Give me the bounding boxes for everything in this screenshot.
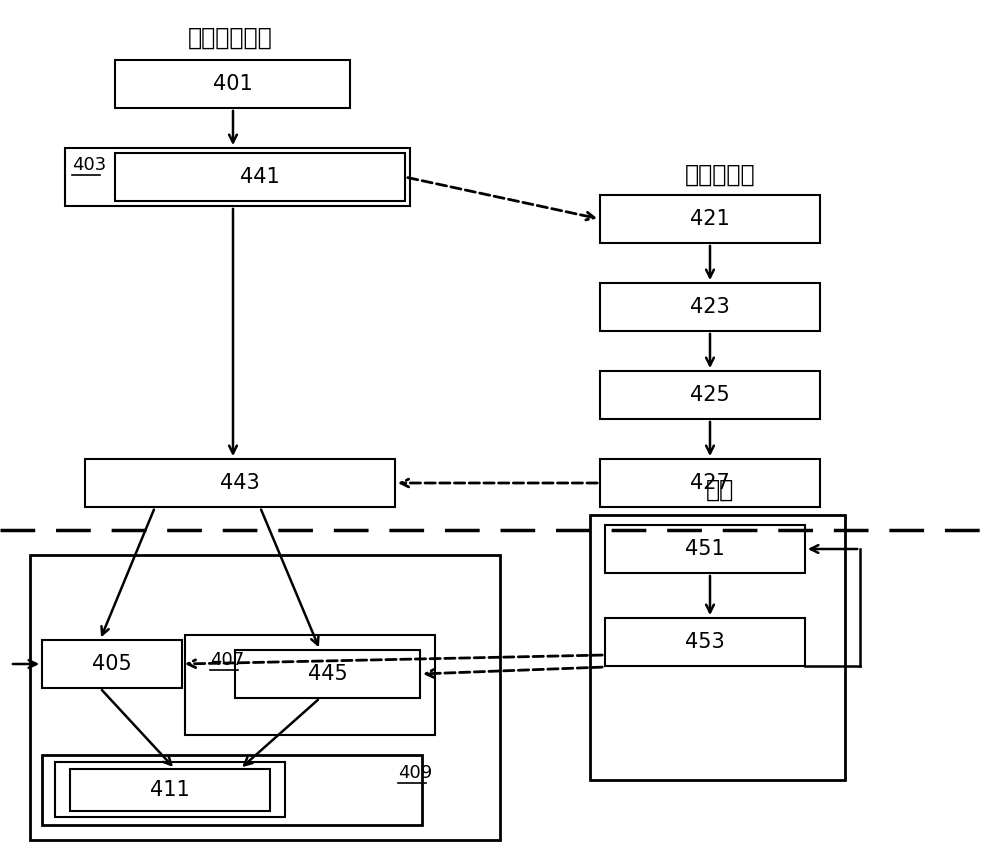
- Bar: [600, 371, 820, 419]
- Bar: [235, 650, 420, 698]
- Bar: [605, 618, 805, 666]
- Bar: [115, 153, 405, 201]
- Bar: [590, 515, 845, 780]
- Text: 443: 443: [220, 473, 260, 493]
- Bar: [65, 148, 410, 206]
- Text: 401: 401: [213, 74, 252, 94]
- Bar: [85, 459, 395, 507]
- Text: 终端用户系统: 终端用户系统: [188, 26, 272, 50]
- Bar: [115, 60, 350, 108]
- Bar: [55, 762, 285, 817]
- Text: 453: 453: [685, 632, 725, 652]
- Text: 445: 445: [308, 664, 347, 684]
- Text: 421: 421: [690, 209, 730, 229]
- Text: 403: 403: [72, 156, 106, 174]
- Bar: [70, 769, 270, 811]
- Text: 451: 451: [685, 539, 725, 559]
- Bar: [605, 525, 805, 573]
- Text: 流建立系统: 流建立系统: [685, 163, 755, 187]
- Bar: [42, 755, 422, 825]
- Text: 425: 425: [690, 385, 730, 405]
- Text: 441: 441: [240, 167, 280, 187]
- Text: 411: 411: [150, 780, 190, 800]
- Text: 423: 423: [690, 297, 730, 317]
- Bar: [30, 555, 500, 840]
- Text: 407: 407: [210, 651, 244, 669]
- Text: 基站: 基站: [706, 478, 734, 502]
- Text: 427: 427: [690, 473, 730, 493]
- Text: 409: 409: [398, 764, 432, 782]
- Bar: [185, 635, 435, 735]
- Bar: [600, 459, 820, 507]
- Bar: [600, 283, 820, 331]
- Bar: [42, 640, 182, 688]
- Text: 405: 405: [92, 654, 132, 674]
- Bar: [600, 195, 820, 243]
